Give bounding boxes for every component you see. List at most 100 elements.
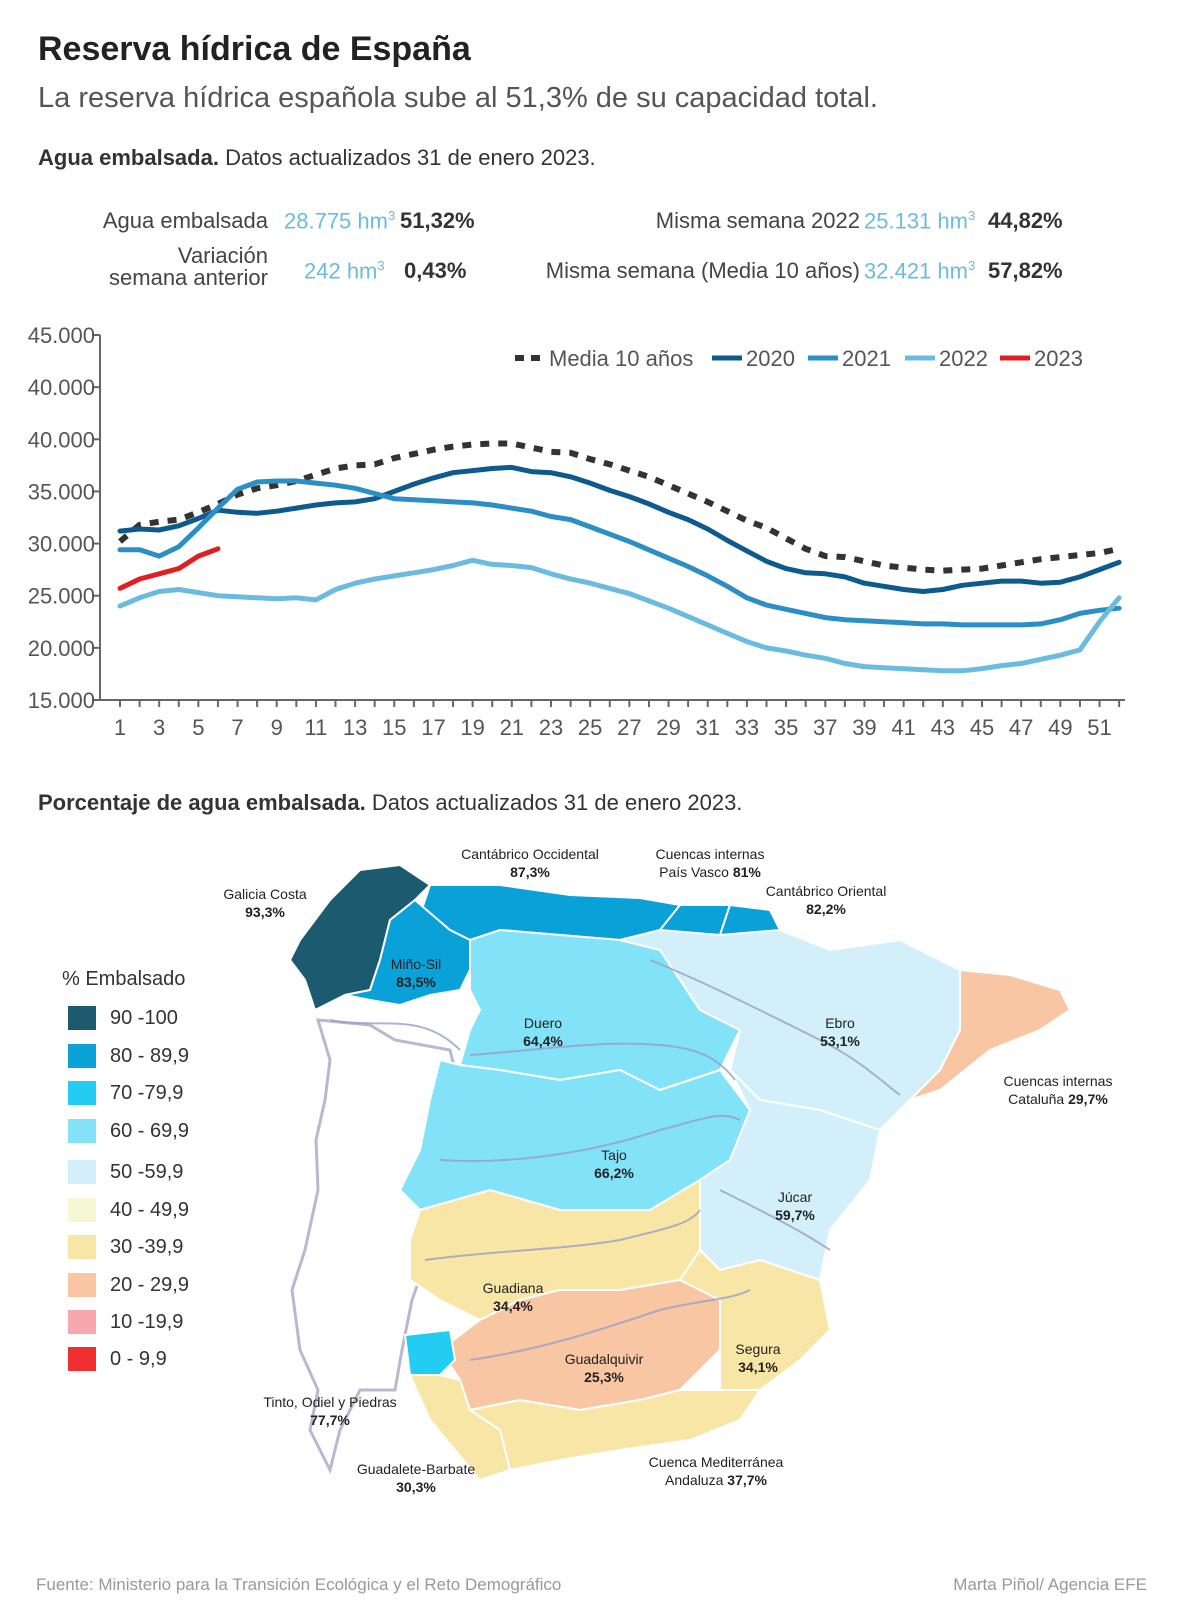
legend-range-label: 20 - 29,9: [110, 1273, 189, 1296]
legend-label: 2022: [939, 346, 988, 371]
x-tick-label: 51: [1087, 715, 1111, 740]
basin-value-line: País Vasco 81%: [600, 863, 820, 881]
legend-label: 2021: [842, 346, 891, 371]
basin-percent: 34,4%: [493, 1298, 533, 1314]
basin-percent: 82,2%: [806, 901, 846, 917]
basin-cuencas-internas-cataluna: [909, 968, 1072, 1101]
stat-agua-pct-value: 51,32%: [400, 208, 475, 233]
basin-name: Guadiana: [482, 1280, 544, 1296]
basin-value-line: 34,4%: [403, 1297, 623, 1315]
x-axis: 1 3 5 7 9 11 13 15 17 19 21 23 25 27 29 31 33 35 37 39 41 43 4…: [100, 699, 1125, 740]
y-tick-label: 40.000: [28, 427, 95, 452]
basin-percent: 64,4%: [523, 1033, 563, 1049]
legend-swatch: [68, 1006, 96, 1030]
stat-agua-pct: 51,32%: [400, 208, 475, 234]
basin-name: Segura: [735, 1341, 781, 1357]
basin-segura: [678, 1248, 832, 1391]
x-tick-label: 41: [891, 715, 915, 740]
page-title: Reserva hídrica de España: [38, 30, 471, 68]
basin-percent: 83,5%: [396, 974, 436, 990]
x-tick-label: 15: [382, 715, 406, 740]
section-heading-agua: Agua embalsada. Datos actualizados 31 de…: [38, 145, 596, 171]
basin-name: Galicia Costa: [223, 886, 307, 902]
stat-var-hm-sup: 3: [377, 258, 385, 273]
legend-swatch: [68, 1273, 96, 1297]
legend-range-label: 60 - 69,9: [110, 1119, 189, 1142]
basin-label: Duero 64,4%: [433, 1014, 653, 1050]
basin-label: Galicia Costa 93,3%: [155, 885, 375, 921]
basin-value-line: 59,7%: [685, 1206, 905, 1224]
basin-value-line: 64,4%: [433, 1032, 653, 1050]
basin-value-line: 34,1%: [648, 1358, 868, 1376]
legend-swatch: [68, 1198, 96, 1222]
stat-agua-hm-sup: 3: [387, 208, 396, 223]
series-layer: [117, 440, 1122, 674]
chart-legend: Media 10 años 2020 2021 2022 2023: [515, 346, 1083, 371]
x-tick-label: 47: [1009, 715, 1033, 740]
basin-label: Miño-Sil 83,5%: [306, 955, 526, 991]
basin-label: Ebro 53,1%: [730, 1014, 950, 1050]
stat-2022-label: Misma semana 2022: [655, 208, 860, 233]
stat-agua-hm-value: 28.775 hm: [284, 208, 388, 234]
basin-value-line: 77,7%: [220, 1411, 440, 1429]
x-tick-label: 9: [271, 715, 283, 740]
basin-name-2: Andaluza: [665, 1472, 728, 1488]
map-legend-item: 90 -100: [68, 1005, 178, 1031]
stat-media-pct-value: 57,82%: [988, 258, 1063, 283]
basin-value-line: 93,3%: [155, 903, 375, 921]
legend-label: 2023: [1034, 346, 1083, 371]
section-heading-rest: Datos actualizados 31 de enero 2023.: [218, 145, 596, 170]
basin-percent: 77,7%: [310, 1412, 350, 1428]
legend-label: Media 10 años: [549, 346, 693, 371]
basin-name: Tinto, Odiel y Piedras: [263, 1394, 397, 1410]
stat-2022-hm-value: 25.131 hm: [864, 208, 968, 234]
legend-swatch: [68, 1235, 96, 1259]
basin-percent: 25,3%: [584, 1369, 624, 1385]
legend-range-label: 0 - 9,9: [110, 1347, 167, 1370]
x-tick-label: 17: [421, 715, 445, 740]
x-tick-label: 31: [695, 715, 719, 740]
stat-var-hm: 242 hm3: [304, 258, 385, 284]
series-line-2020: [117, 464, 1122, 594]
legend-range-label: 50 -59,9: [110, 1160, 184, 1183]
basin-mino-sil: [344, 898, 471, 1007]
basin-label: Cantábrico Occidental 87,3%: [420, 845, 640, 881]
map-legend-item: 0 - 9,9: [68, 1346, 167, 1372]
basin-value-line: 87,3%: [420, 863, 640, 881]
x-tick-label: 29: [656, 715, 680, 740]
stat-2022-hm-sup: 3: [967, 208, 976, 223]
basin-value-line: 30,3%: [306, 1478, 526, 1496]
basin-name: Tajo: [601, 1147, 627, 1163]
basin-name: Ebro: [825, 1015, 855, 1031]
stat-var-label-1: Variación: [177, 243, 268, 268]
basin-value-line: 53,1%: [730, 1032, 950, 1050]
basin-label: Cuenca Mediterránea Andaluza 37,7%: [606, 1453, 826, 1489]
legend-range-label: 80 - 89,9: [110, 1044, 189, 1067]
y-tick-label: 25.000: [28, 584, 95, 609]
basin-percent: 34,1%: [738, 1359, 778, 1375]
map-legend-item: 10 -19,9: [68, 1309, 183, 1335]
stat-agua-hm: 28.775 hm3: [284, 208, 395, 234]
section2-heading-rest: Datos actualizados 31 de enero 2023.: [365, 790, 743, 815]
basin-percent: 66,2%: [594, 1165, 634, 1181]
basin-value-line: 82,2%: [716, 900, 936, 918]
section2-heading-bold: Porcentaje de agua embalsada.: [38, 790, 366, 815]
basin-percent: 93,3%: [245, 904, 285, 920]
stat-var-hm-value: 242 hm: [304, 258, 378, 284]
y-tick-label: 15.000: [28, 688, 95, 713]
basin-percent: 37,7%: [727, 1472, 767, 1488]
stat-2022-pct-value: 44,82%: [988, 208, 1063, 233]
basin-percent: 81%: [732, 864, 761, 880]
series-line-media-10-a-os: [118, 440, 1120, 574]
basin-name: Cuencas internas: [655, 846, 765, 862]
basin-name: Guadalete-Barbate: [356, 1461, 476, 1477]
y-tick-label: 35.000: [28, 479, 95, 504]
map-legend-item: 40 - 49,9: [68, 1197, 189, 1223]
series-line-2022: [117, 557, 1122, 674]
basin-name: Duero: [523, 1015, 563, 1031]
x-tick-label: 19: [460, 715, 484, 740]
stat-2022-pct: 44,82%: [988, 208, 1063, 234]
basin-name-2: Cataluña: [1008, 1091, 1069, 1107]
basin-percent: 59,7%: [775, 1207, 815, 1223]
y-tick-label: 45.000: [28, 323, 95, 348]
